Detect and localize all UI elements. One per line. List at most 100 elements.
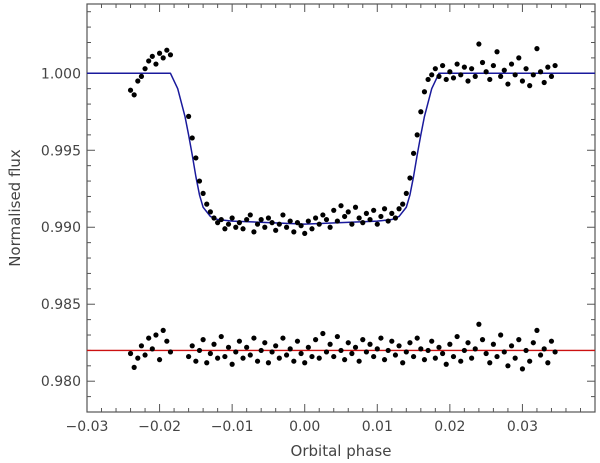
- transit-data-point: [244, 216, 250, 223]
- residual-data-point: [127, 350, 134, 357]
- residual-data-point: [519, 366, 526, 372]
- residual-data-point: [523, 347, 529, 354]
- transit-data-point: [160, 55, 166, 61]
- x-tick-label: −0.02: [138, 419, 181, 435]
- transit-data-point: [440, 62, 446, 69]
- transit-data-point: [458, 72, 464, 78]
- transit-data-point: [207, 209, 213, 215]
- residual-data-point: [356, 358, 362, 364]
- residual-data-point: [316, 355, 322, 361]
- transit-data-point: [410, 150, 417, 156]
- transit-data-point: [523, 66, 529, 72]
- transit-data-point: [229, 215, 235, 221]
- residual-data-point: [283, 352, 290, 358]
- residual-data-point: [294, 338, 301, 344]
- residual-data-point: [265, 360, 272, 366]
- transit-data-point: [273, 227, 279, 233]
- residual-data-point: [505, 363, 511, 369]
- residual-data-point: [421, 357, 428, 363]
- series-layer: [87, 41, 595, 372]
- residual-data-point: [298, 350, 304, 357]
- x-tick-label: 0.02: [434, 419, 465, 435]
- residual-data-point: [483, 350, 489, 357]
- residual-data-point: [541, 346, 547, 352]
- transit-data-point: [432, 66, 438, 72]
- transit-data-point: [251, 229, 257, 235]
- residual-data-point: [545, 360, 551, 366]
- residual-data-point: [313, 337, 319, 343]
- residual-data-point: [305, 344, 311, 350]
- residual-data-point: [360, 337, 366, 343]
- transit-data-point: [519, 78, 526, 84]
- transit-data-point: [425, 76, 431, 83]
- y-tick-label: 0.980: [41, 374, 81, 390]
- residual-data-point: [262, 340, 268, 346]
- residual-data-point: [469, 355, 475, 361]
- residual-data-point: [291, 358, 297, 364]
- residual-data-point: [309, 353, 315, 360]
- residual-data-point: [204, 360, 210, 366]
- transit-data-point: [276, 221, 282, 227]
- transit-data-point: [392, 215, 399, 221]
- residual-data-point: [440, 350, 446, 357]
- residual-data-point: [167, 349, 174, 355]
- transit-data-point: [371, 207, 377, 213]
- transit-data-point: [236, 220, 242, 226]
- transit-data-point: [211, 215, 217, 221]
- transit-data-point: [490, 62, 496, 69]
- transit-data-point: [429, 72, 435, 78]
- residual-data-point: [534, 327, 540, 333]
- residual-data-point: [389, 338, 395, 344]
- residual-data-point: [349, 350, 355, 357]
- residual-data-point: [396, 343, 402, 349]
- residual-data-point: [207, 350, 213, 357]
- transit-data-point: [461, 64, 467, 70]
- transit-data-point: [283, 224, 290, 230]
- transit-data-point: [534, 46, 540, 52]
- residual-data-point: [138, 343, 145, 349]
- axis-ticks: [86, 4, 595, 413]
- transit-data-point: [512, 72, 518, 78]
- transit-data-point: [262, 224, 268, 230]
- residual-data-point: [131, 364, 137, 370]
- transit-data-point: [186, 113, 192, 119]
- transit-data-point: [498, 73, 504, 79]
- transit-data-point: [218, 216, 224, 223]
- transit-data-point: [443, 76, 449, 83]
- transit-data-point: [247, 212, 253, 218]
- transit-data-point: [331, 207, 337, 213]
- residual-data-point: [461, 347, 467, 354]
- residual-data-point: [276, 355, 282, 361]
- transit-data-point: [298, 223, 304, 229]
- transit-data-point: [454, 61, 460, 67]
- residual-data-point: [447, 341, 453, 347]
- transit-data-point: [501, 67, 507, 73]
- residual-data-point: [338, 347, 344, 354]
- x-tick-label: 0.00: [289, 419, 320, 435]
- transit-data-point: [280, 212, 286, 218]
- transit-data-point: [356, 215, 362, 221]
- transit-data-point: [374, 221, 380, 227]
- residual-data-point: [552, 349, 558, 355]
- residual-data-point: [251, 335, 257, 341]
- transit-data-point: [225, 221, 232, 227]
- residual-data-point: [236, 338, 242, 344]
- transit-data-point: [465, 78, 471, 84]
- residual-data-point: [479, 337, 486, 343]
- residual-data-point: [153, 332, 159, 338]
- transit-data-point: [479, 59, 486, 66]
- transit-data-point: [494, 49, 500, 55]
- residual-data-point: [458, 358, 464, 364]
- residual-data-point: [320, 330, 326, 337]
- transit-data-point: [200, 190, 206, 196]
- transit-data-point: [233, 224, 239, 230]
- y-tick-label: 0.995: [41, 143, 81, 159]
- residual-data-point: [186, 353, 192, 360]
- x-tick-label: 0.01: [362, 419, 393, 435]
- residual-data-point: [454, 333, 460, 340]
- residual-data-point: [240, 355, 246, 361]
- transit-data-point: [254, 221, 261, 227]
- residual-data-point: [429, 338, 435, 344]
